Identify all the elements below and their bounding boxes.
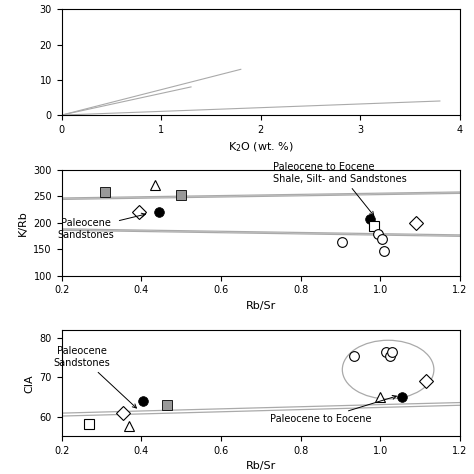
Text: Paleocene to Eocene: Paleocene to Eocene — [270, 395, 396, 424]
Y-axis label: CIA: CIA — [24, 374, 34, 392]
X-axis label: K$_2$O (wt. %): K$_2$O (wt. %) — [228, 140, 293, 154]
Y-axis label: K/Rb: K/Rb — [18, 210, 27, 236]
Text: Paleocene to Eocene
Shale, Silt- and Sandstones: Paleocene to Eocene Shale, Silt- and San… — [273, 162, 406, 216]
X-axis label: Rb/Sr: Rb/Sr — [246, 461, 276, 471]
Text: Paleocene
Sandstones: Paleocene Sandstones — [57, 213, 146, 239]
X-axis label: Rb/Sr: Rb/Sr — [246, 301, 276, 311]
Text: Paleocene
Sandstones: Paleocene Sandstones — [53, 346, 137, 408]
